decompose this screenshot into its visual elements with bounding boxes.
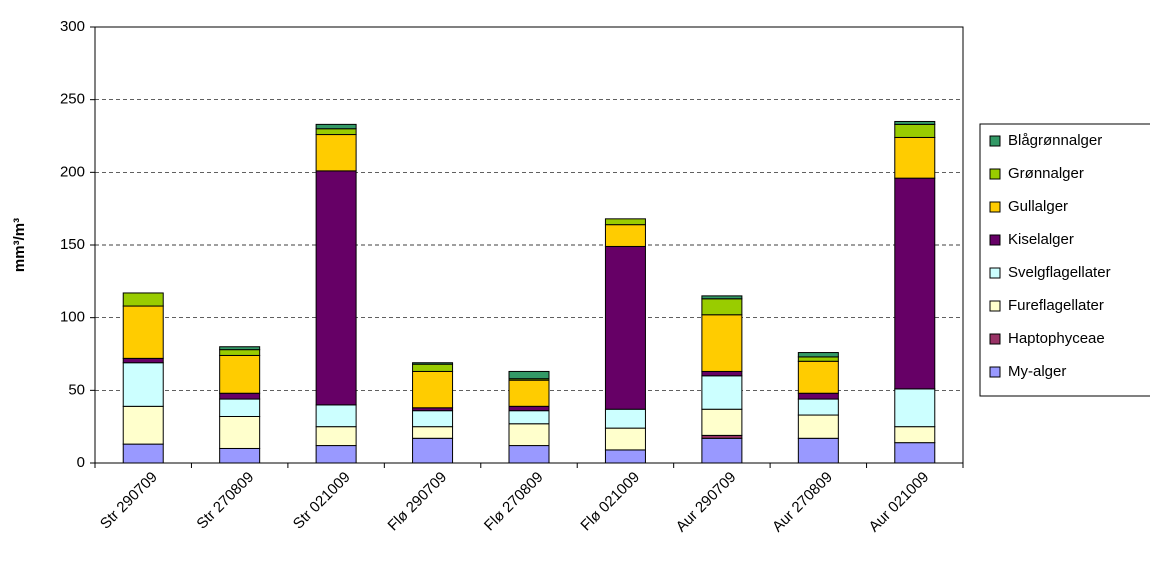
bar-segment [604, 408, 646, 429]
bar-segment [412, 437, 454, 464]
legend-label: Svelgflagellater [1008, 264, 1111, 281]
bar-segment [315, 404, 357, 428]
bar-segment [315, 134, 357, 172]
legend-label: Grønnalger [1008, 165, 1084, 182]
bar-segment [508, 445, 550, 464]
legend-swatch [989, 168, 1001, 180]
bar-segment [701, 437, 743, 464]
x-tick-label: Flø 270809 [481, 469, 547, 535]
bar-segment [219, 447, 261, 464]
bar-segment [412, 410, 454, 428]
bar-segment [701, 408, 743, 436]
bar-segment [604, 245, 646, 410]
bar-segment [219, 354, 261, 394]
legend-box [979, 123, 1150, 397]
legend-swatch [989, 234, 1001, 246]
legend-label: Haptophyceae [1008, 330, 1105, 347]
bar-segment [797, 392, 839, 400]
bar-segment [701, 314, 743, 372]
bar-segment [894, 136, 936, 179]
bar-segment [701, 295, 743, 300]
y-tick-label: 100 [60, 309, 85, 326]
bar-segment [219, 349, 261, 356]
bar-segment [122, 362, 164, 407]
bar-segment [604, 218, 646, 226]
legend-label: Gullalger [1008, 198, 1068, 215]
x-tick-label: Str 021009 [290, 469, 354, 533]
bar-segment [797, 356, 839, 362]
y-tick-label: 200 [60, 163, 85, 180]
y-tick-label: 0 [77, 454, 85, 471]
bar-segment [894, 426, 936, 444]
bar-segment [219, 415, 261, 449]
legend-label: Fureflagellater [1008, 297, 1104, 314]
bar-segment [219, 398, 261, 417]
bar-segment [219, 346, 261, 351]
bar-segment [122, 443, 164, 464]
bar-segment [894, 123, 936, 138]
y-tick-label: 50 [68, 381, 85, 398]
bar-segment [701, 298, 743, 316]
bar-segment [508, 410, 550, 425]
bar-segment [894, 177, 936, 390]
bar-segment [122, 405, 164, 445]
bar-segment [797, 437, 839, 464]
bar-segment [701, 370, 743, 377]
bar-segment [894, 388, 936, 428]
bar-segment [412, 426, 454, 439]
bar-segment [797, 398, 839, 416]
bar-segment [508, 405, 550, 412]
x-tick-label: Aur 290709 [673, 469, 740, 536]
bar-segment [315, 170, 357, 406]
x-tick-label: Flø 021009 [577, 469, 643, 535]
x-tick-label: Flø 290709 [385, 469, 451, 535]
bar-segment [604, 449, 646, 464]
legend-swatch [989, 267, 1001, 279]
bar-segment [508, 370, 550, 380]
bar-segment [797, 360, 839, 394]
bar-segment [701, 375, 743, 410]
legend-swatch [989, 366, 1001, 378]
legend-swatch [989, 300, 1001, 312]
y-tick-label: 250 [60, 91, 85, 108]
bar-segment [412, 370, 454, 409]
bar-segment [122, 292, 164, 307]
bar-segment [604, 224, 646, 247]
legend-swatch [989, 201, 1001, 213]
bar-segment [315, 123, 357, 130]
x-tick-label: Aur 270809 [769, 469, 836, 536]
bar-segment [315, 426, 357, 447]
y-axis-label: mm³/m³ [11, 218, 28, 272]
bar-segment [894, 442, 936, 464]
bar-segment [508, 379, 550, 407]
y-tick-label: 150 [60, 236, 85, 253]
bar-segment [412, 362, 454, 365]
x-tick-label: Aur 021009 [866, 469, 933, 536]
x-tick-label: Str 290709 [97, 469, 161, 533]
bar-segment [894, 120, 936, 125]
bar-segment [412, 363, 454, 372]
bar-segment [604, 427, 646, 451]
legend-label: Blågrønnalger [1008, 132, 1102, 149]
bar-segment [508, 423, 550, 447]
bar-segment [122, 305, 164, 359]
legend-label: Kiselalger [1008, 231, 1074, 248]
bar-segment [122, 357, 164, 364]
legend-swatch [989, 135, 1001, 147]
x-tick-label: Str 270809 [193, 469, 257, 533]
bar-segment [219, 392, 261, 400]
bar-segment [315, 128, 357, 136]
y-tick-label: 300 [60, 18, 85, 35]
legend-label: My-alger [1008, 363, 1066, 380]
legend-swatch [989, 333, 1001, 345]
bar-segment [797, 352, 839, 358]
bar-segment [315, 445, 357, 464]
bar-segment [797, 414, 839, 439]
